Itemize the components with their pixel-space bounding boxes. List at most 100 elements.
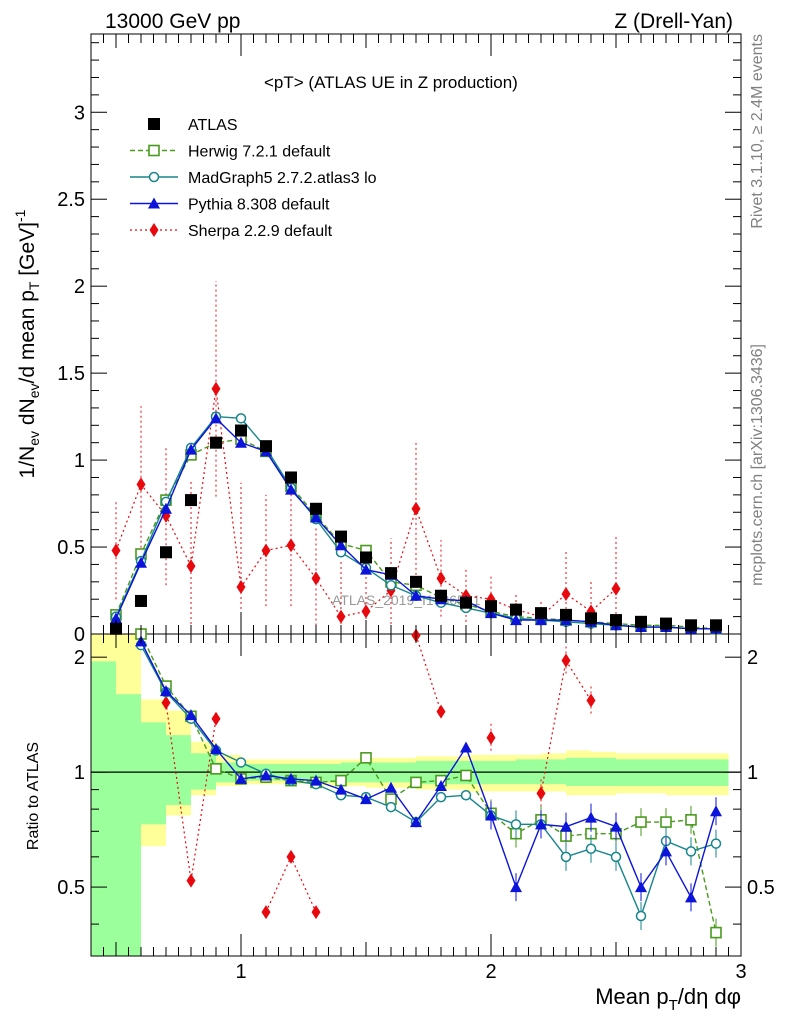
axis-ticks: 0 0.5 1 1.5 2 2.5 3 1 2 3 0.5 0.5 1 1 2 2 [57,34,775,983]
data-point [285,483,297,495]
ratio-point [710,838,722,849]
ratio-point [561,653,571,668]
ratio-point [510,819,522,830]
x-tick-label: 2 [485,961,496,983]
ratio-point [335,783,347,795]
y-tick-label: 1 [74,450,85,472]
ratio-point [360,793,372,805]
data-point [535,614,547,626]
ratio-point [685,814,697,826]
band-inner [116,694,141,956]
data-point [410,589,422,601]
legend: ATLAS Herwig 7.2.1 default MadGraph5 2.7.2… [130,117,377,240]
data-point [236,580,246,595]
data-point [336,609,346,624]
data-point [135,594,147,607]
data-point [260,440,272,453]
data-point [135,556,147,568]
data-point [310,511,322,523]
ratio-point [210,763,222,775]
data-point [160,546,172,559]
data-point [186,559,196,574]
ratio-point [360,752,372,764]
ratio-point [660,816,672,828]
data-point [360,563,372,575]
ratio-point [535,818,547,830]
legend-marker [148,197,160,209]
ratio-point [660,845,672,857]
data-point [235,436,247,448]
y-tick-label: 2 [74,276,85,298]
y-tick-label: 0 [74,624,85,646]
data-point [535,607,547,620]
y-tick-label: 1.5 [57,363,85,385]
y-tick-label: 2.5 [57,189,85,211]
ratio-tick-label-right: 2 [747,647,758,669]
data-point [311,571,321,586]
ratio-point [710,926,722,939]
legend-label: MadGraph5 2.7.2.atlas3 lo [188,170,377,187]
data-point [585,612,597,625]
ratio-point [385,781,397,793]
ratio-point [261,905,271,920]
ratio-tick-label: 2 [74,647,85,669]
ratio-point [610,851,622,863]
data-point [286,538,296,553]
y-axis-label: 1/Nev dNev/d mean pT [GeV]-1 [12,209,42,478]
rivet-label: Rivet 3.1.10, ≥ 2.4M events [749,34,766,229]
data-point [310,502,322,515]
legend-label: Herwig 7.2.1 default [188,144,331,161]
ratio-point [286,849,296,864]
ratio-point [635,816,647,828]
ratio-line [140,641,717,900]
data-point [360,551,372,564]
legend-entry: ATLAS [148,117,238,134]
data-point [136,477,146,492]
ratio-point [436,704,446,719]
ratio-point [460,789,472,801]
data-point [110,612,122,624]
ratio-point [536,786,546,801]
data-point [285,471,297,484]
legend-marker [148,118,160,130]
legend-marker [149,223,159,237]
ratio-tick-label: 0.5 [57,877,85,899]
ratio-point [211,711,221,726]
ratio-point [610,820,622,832]
legend-entry: MadGraph5 2.7.2.atlas3 lo [130,170,377,187]
ratio-point [460,769,472,782]
process-label: Z (Drell-Yan) [614,10,733,33]
ratio-point [435,791,447,803]
ratio-point [485,809,497,821]
legend-entry: Sherpa 2.2.9 default [130,223,333,240]
ratio-point [260,769,272,781]
band-inner [316,764,341,783]
ratio-point [710,805,722,817]
data-point [510,603,522,616]
ratio-point [385,801,397,813]
data-point [635,615,647,628]
ratio-point [435,779,447,791]
ratio-point [410,776,422,789]
data-point [335,530,347,543]
data-point [210,436,222,449]
data-point [210,412,222,424]
legend-entry: Pythia 8.308 default [130,197,330,214]
legend-label: Pythia 8.308 default [188,197,330,214]
data-point [385,567,397,580]
data-point [261,543,271,558]
data-point [235,424,247,437]
data-point [235,413,247,424]
ratio-tick-label-right: 0.5 [747,877,775,899]
ratio-point [486,730,496,745]
ratio-tick-label-right: 1 [747,762,758,784]
data-point [510,614,522,626]
data-point [111,543,121,558]
ratio-point [210,742,222,754]
data-point [411,501,421,516]
y-tick-label: 3 [74,102,85,124]
ratio-tick-label: 1 [74,762,85,784]
x-tick-label: 3 [735,961,746,983]
x-tick-label: 1 [235,961,246,983]
